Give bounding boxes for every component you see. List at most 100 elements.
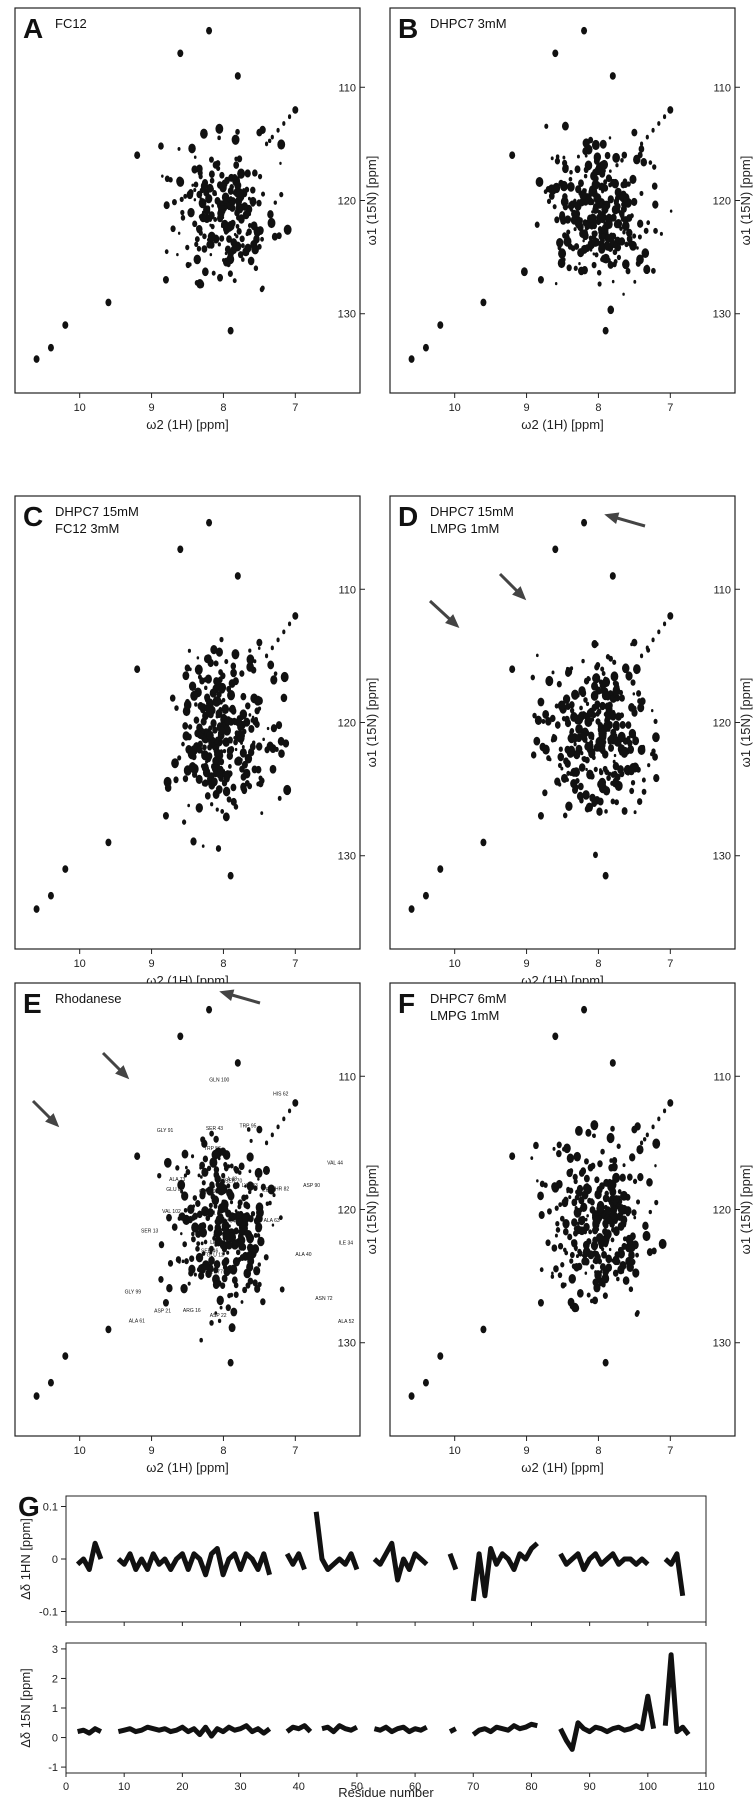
y-axis-label: Δδ 1HN [ppm] (18, 1518, 33, 1600)
nmr-peak (610, 1202, 614, 1208)
nmr-peak (581, 26, 588, 35)
nmr-peak (177, 49, 184, 58)
nmr-peak (594, 252, 599, 258)
y-tick-label: 130 (713, 309, 731, 321)
nmr-peak (631, 128, 638, 137)
nmr-peak (589, 198, 595, 206)
nmr-peak (194, 279, 200, 286)
nmr-peak (200, 763, 205, 769)
nmr-peak (550, 156, 554, 161)
nmr-peak (179, 1212, 186, 1221)
nmr-peak (606, 774, 611, 782)
nmr-peak (240, 692, 247, 701)
nmr-peak (164, 249, 169, 255)
nmr-peak (167, 1260, 174, 1267)
nmr-peak (232, 173, 238, 181)
nmr-peak (562, 694, 571, 704)
nmr-peak (194, 241, 199, 248)
nmr-peak (196, 225, 200, 231)
nmr-peak (622, 230, 626, 235)
nmr-peak (616, 1276, 620, 1282)
nmr-peak (581, 265, 588, 275)
nmr-peak (228, 1232, 237, 1243)
nmr-peak (209, 1130, 214, 1137)
nmr-peak (171, 758, 179, 769)
nmr-peak (604, 1229, 612, 1240)
x-tick-label: 10 (74, 958, 86, 970)
nmr-peak (573, 227, 577, 232)
nmr-peak (596, 238, 600, 242)
arrow-head (45, 1113, 60, 1128)
y-tick-label: 110 (338, 1071, 356, 1083)
nmr-peak (62, 1352, 69, 1360)
nmr-peak (662, 114, 667, 120)
nmr-peak (642, 252, 645, 257)
nmr-peak (181, 741, 185, 747)
nmr-peak (542, 789, 548, 797)
panel-letter: B (398, 13, 418, 44)
nmr-peak (589, 1206, 596, 1214)
x-tick-label: 10 (449, 1445, 461, 1457)
nmr-peak (194, 236, 200, 243)
nmr-peak (188, 762, 197, 773)
nmr-peak (235, 128, 240, 135)
nmr-peak (248, 1189, 252, 1195)
nmr-peak (616, 1143, 621, 1149)
nmr-peak (254, 1284, 261, 1293)
nmr-peak (591, 799, 598, 808)
nmr-peak (591, 748, 596, 754)
nmr-peak (642, 1230, 651, 1242)
panel-frame (14, 495, 361, 950)
nmr-peak (560, 1262, 565, 1268)
nmr-peak (641, 777, 646, 783)
nmr-peak (613, 1195, 620, 1203)
nmr-peak (209, 1320, 214, 1326)
nmr-peak (228, 1323, 236, 1333)
nmr-peak (572, 1173, 578, 1181)
nmr-peak (223, 1227, 230, 1236)
series-line-segment (558, 1693, 657, 1752)
nmr-peak (251, 740, 256, 746)
nmr-peak (201, 245, 208, 253)
nmr-peak (164, 783, 172, 793)
nmr-peak (216, 1188, 222, 1194)
y-tick-label: -1 (48, 1762, 58, 1774)
residue-label: ASN 72 (315, 1296, 332, 1302)
nmr-peak (574, 752, 577, 756)
nmr-peak (591, 179, 600, 190)
y-axis-label: Δδ 15N [ppm] (18, 1668, 33, 1748)
nmr-peak (562, 1228, 569, 1236)
residue-label: GLY 86 (199, 1189, 216, 1195)
nmr-peak (609, 704, 613, 709)
nmr-peak (597, 797, 604, 806)
nmr-peak (563, 1143, 571, 1154)
residue-label: SER 46 (201, 1248, 218, 1254)
x-axis-label: ω2 (1H) [ppm] (146, 417, 228, 432)
nmr-peak (256, 199, 262, 207)
nmr-peak (637, 703, 645, 713)
nmr-peak (422, 343, 429, 352)
nmr-peak (232, 677, 239, 686)
nmr-peak (437, 1352, 444, 1360)
nmr-peak (583, 219, 587, 225)
nmr-peak (226, 685, 232, 693)
nmr-peak (262, 1165, 270, 1176)
series-line-segment (662, 1652, 691, 1737)
panel-subtitle: LMPG 1mM (430, 521, 499, 536)
nmr-peak (621, 151, 628, 159)
nmr-peak (583, 173, 588, 179)
nmr-peak (188, 681, 197, 691)
arrow-head (445, 614, 460, 629)
nmr-peak (264, 746, 270, 754)
nmr-peak (546, 198, 552, 205)
nmr-peak (222, 812, 230, 822)
nmr-peak (202, 1260, 210, 1271)
nmr-peak (598, 214, 606, 224)
nmr-peak (591, 681, 599, 691)
nmr-peak (633, 154, 641, 165)
nmr-peak (569, 707, 575, 714)
nmr-peak (642, 1221, 649, 1231)
nmr-peak (248, 713, 252, 717)
nmr-peak (620, 205, 627, 213)
nmr-peak (552, 204, 557, 210)
